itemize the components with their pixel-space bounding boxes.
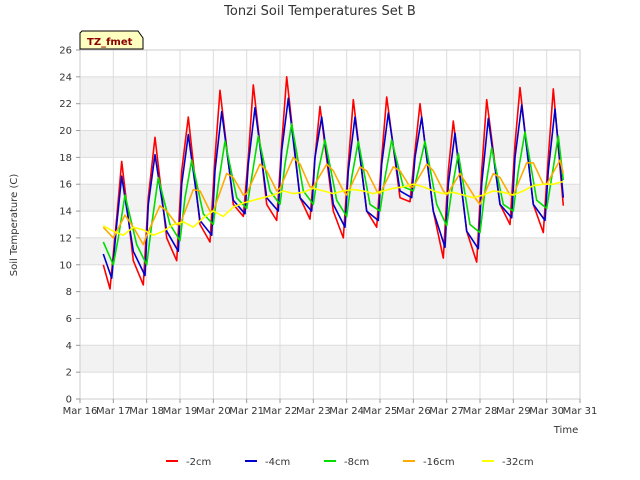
x-tick-label: Mar 16 xyxy=(63,406,98,417)
series-line--16cm xyxy=(102,156,565,246)
grid-band xyxy=(80,237,580,265)
x-tick-label: Mar 21 xyxy=(229,406,264,417)
legend-label: -32cm xyxy=(502,457,534,468)
y-tick-label: 8 xyxy=(66,287,72,298)
y-tick-label: 22 xyxy=(59,99,72,110)
x-tick-label: Mar 23 xyxy=(296,406,331,417)
y-tick-label: 10 xyxy=(59,260,72,271)
series-line--8cm xyxy=(102,123,565,266)
x-tick-label: Mar 27 xyxy=(429,406,464,417)
legend-label: -2cm xyxy=(186,457,211,468)
series-line--32cm xyxy=(102,180,564,236)
legend-label: -8cm xyxy=(344,457,369,468)
series-line--2cm xyxy=(102,76,565,290)
y-tick-label: 2 xyxy=(66,368,72,379)
site-badge-box xyxy=(79,30,144,50)
y-tick-label: 4 xyxy=(66,341,72,352)
y-tick-label: 6 xyxy=(66,314,72,325)
x-tick-label: Mar 19 xyxy=(163,406,198,417)
plot-area xyxy=(80,50,580,399)
series-lines xyxy=(102,76,565,290)
x-tick-label: Mar 20 xyxy=(196,406,231,417)
y-tick-label: 14 xyxy=(59,207,72,218)
x-axis-label: Time xyxy=(553,425,578,436)
y-axis-label: Soil Temperature (C) xyxy=(9,174,20,277)
x-tick-label: Mar 22 xyxy=(263,406,298,417)
x-tick-label: Mar 17 xyxy=(96,406,131,417)
chart-title: Tonzi Soil Temperatures Set B xyxy=(223,4,416,19)
x-tick-label: Mar 31 xyxy=(563,406,598,417)
site-badge-label: TZ_fmet xyxy=(87,37,133,48)
x-tick-label: Mar 30 xyxy=(529,406,564,417)
y-tick-label: 26 xyxy=(59,46,72,57)
legend-label: -16cm xyxy=(423,457,455,468)
plot-border xyxy=(79,49,581,400)
x-tick-label: Mar 18 xyxy=(129,406,164,417)
series-line--4cm xyxy=(102,97,565,280)
x-tick-label: Mar 28 xyxy=(463,406,498,417)
grid-band xyxy=(80,345,580,373)
y-tick-label: 12 xyxy=(59,233,72,244)
y-tick-label: 24 xyxy=(59,72,72,83)
legend: -2cm -4cm -8cm -16cm -32cm xyxy=(166,457,534,468)
grid-band xyxy=(80,130,580,158)
site-badge: TZ_fmet xyxy=(79,30,144,50)
legend-label: -4cm xyxy=(265,457,290,468)
y-tick-label: 16 xyxy=(59,180,72,191)
x-tick-label: Mar 29 xyxy=(496,406,531,417)
y-tick-label: 18 xyxy=(59,153,72,164)
x-tick-label: Mar 24 xyxy=(329,406,364,417)
x-tick-label: Mar 26 xyxy=(396,406,431,417)
y-tick-label: 20 xyxy=(59,126,72,137)
grid-band xyxy=(80,291,580,319)
plot-background xyxy=(80,50,580,399)
x-tick-label: Mar 25 xyxy=(363,406,398,417)
y-tick-label: 0 xyxy=(66,395,72,406)
grid-band xyxy=(80,76,580,104)
